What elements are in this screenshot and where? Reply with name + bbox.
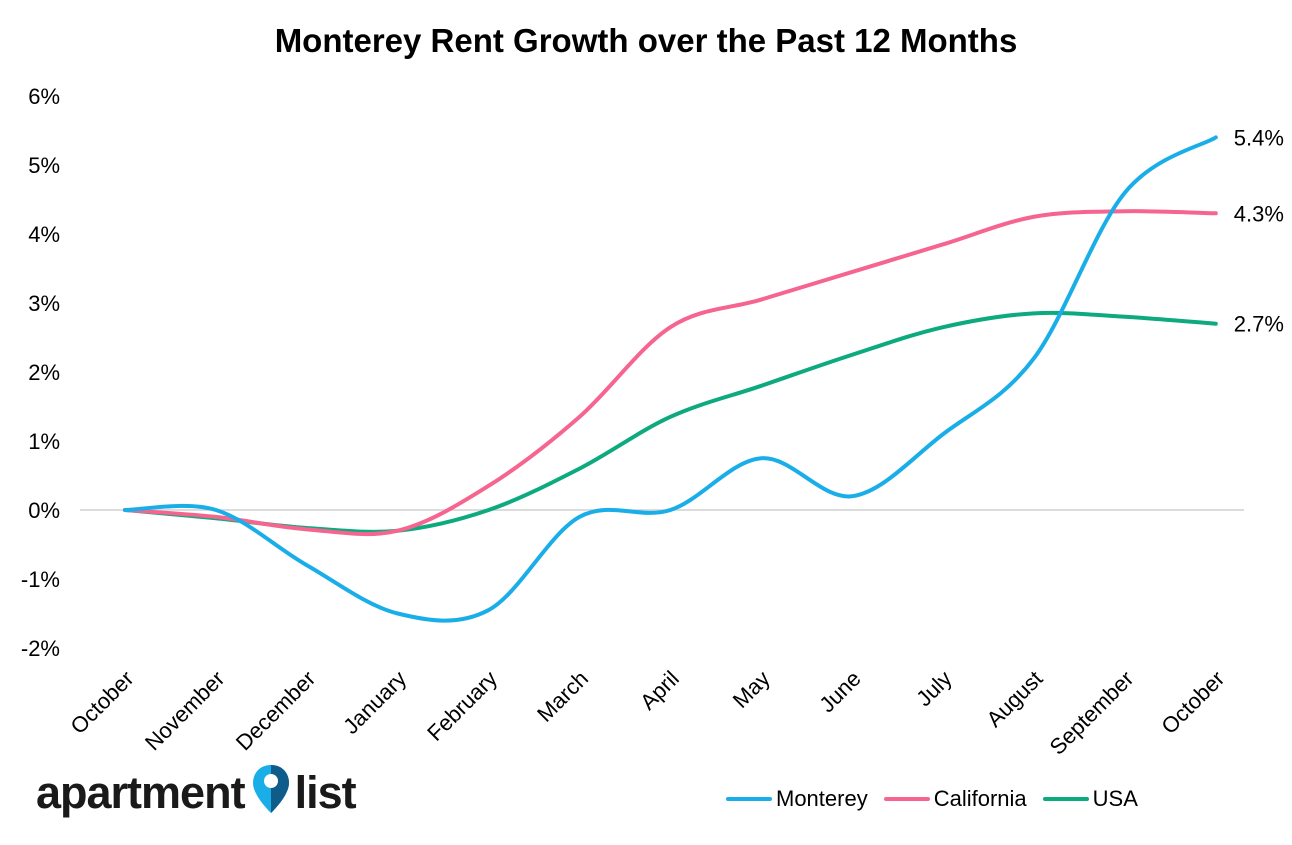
y-tick-label: 6% (28, 84, 60, 109)
y-tick-label: 2% (28, 360, 60, 385)
x-tick-label: September (1045, 666, 1139, 760)
y-axis: 6% 5% 4% 3% 2% 1% 0% -1% -2% (21, 84, 60, 661)
end-label-california: 4.3% (1234, 201, 1284, 226)
apartment-list-logo: apartment list (36, 762, 357, 822)
x-tick-label: April (635, 666, 684, 715)
legend-swatch (883, 797, 930, 801)
y-tick-label: 4% (28, 222, 60, 247)
logo-word-apartment: apartment (36, 766, 246, 818)
legend-swatch (726, 797, 772, 801)
end-label-monterey: 5.4% (1234, 125, 1284, 150)
legend-label: Monterey (776, 786, 868, 811)
x-tick-label: June (814, 666, 865, 717)
x-tick-label: August (981, 666, 1047, 732)
x-tick-label: February (422, 666, 502, 746)
series-line-usa (123, 310, 1218, 534)
x-tick-label: July (911, 666, 956, 711)
x-tick-label: March (532, 666, 593, 727)
legend-item-usa: USA (1042, 786, 1138, 812)
chart-title: Monterey Rent Growth over the Past 12 Mo… (274, 22, 1018, 59)
x-tick-label: December (231, 666, 320, 755)
y-tick-label: 3% (28, 291, 60, 316)
series-line-california (123, 209, 1218, 537)
end-label-usa: 2.7% (1234, 312, 1284, 337)
legend-label: USA (1092, 786, 1138, 811)
logo-word-list: list (294, 766, 357, 818)
y-tick-label: 0% (28, 498, 60, 523)
x-tick-label: October (1156, 666, 1229, 739)
legend-label: California (933, 786, 1027, 811)
chart-plot: 6% 5% 4% 3% 2% 1% 0% -1% -2% 5.4% 4.3% 2.7% Octobe… (21, 84, 1284, 760)
end-labels: 5.4% 4.3% 2.7% (1234, 125, 1284, 336)
y-tick-label: 5% (28, 153, 60, 178)
y-tick-label: 1% (28, 429, 60, 454)
series-lines (123, 135, 1218, 623)
series-line-monterey (123, 135, 1218, 623)
x-tick-label: October (66, 666, 139, 739)
location-pin-icon (252, 765, 289, 813)
legend: Monterey California USA (726, 786, 1154, 812)
x-tick-label: January (338, 666, 411, 739)
legend-swatch (1042, 797, 1089, 801)
legend-item-monterey: Monterey (726, 786, 868, 812)
y-tick-label: -2% (21, 636, 60, 661)
x-tick-label: May (728, 666, 775, 713)
x-tick-label: November (140, 666, 229, 755)
legend-item-california: California (883, 786, 1027, 812)
x-axis: October November December January February Ma… (66, 666, 1230, 760)
y-tick-label: -1% (21, 567, 60, 592)
